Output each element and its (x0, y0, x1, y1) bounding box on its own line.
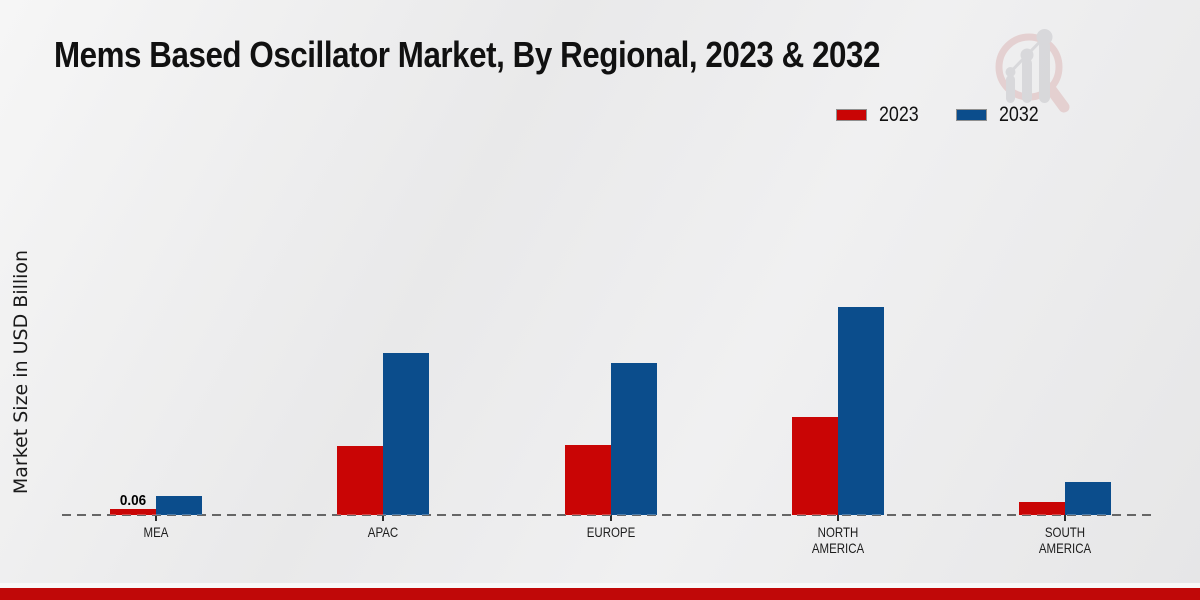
zero-baseline-dashed (62, 514, 1157, 516)
x-axis-label-mea: MEA (143, 524, 169, 540)
legend-swatch-icon (836, 109, 867, 121)
legend-label: 2023 (879, 103, 919, 126)
legend-swatch-icon (955, 109, 987, 121)
bar-2032-europe (610, 363, 657, 515)
bar-2032-north-america (837, 307, 884, 515)
bar-2023-north-america (791, 417, 838, 515)
x-axis-tick (609, 515, 612, 521)
x-axis-label-europe: EUROPE (586, 524, 635, 540)
legend-item-2023: 2023 (836, 103, 926, 127)
legend-item-2032: 2032 (955, 103, 1046, 127)
x-axis-tick (382, 515, 385, 521)
legend-label: 2032 (998, 103, 1039, 126)
bar-2032-apac (383, 353, 430, 515)
chart-title: Mems Based Oscillator Market, By Regiona… (54, 34, 881, 75)
x-axis-label-south-america: SOUTH AMERICA (1039, 524, 1092, 556)
x-axis-label-north-america: NORTH AMERICA (811, 524, 865, 556)
bar-value-label: 0.06 (119, 492, 147, 509)
x-axis-tick (155, 515, 157, 521)
footer-accent-bar (0, 588, 1200, 600)
bar-2032-south-america (1065, 482, 1112, 515)
footer-light-strip (0, 583, 1200, 588)
zero-baseline-overlay (62, 514, 1157, 516)
x-axis-tick (836, 515, 839, 521)
x-axis-tick (1064, 515, 1067, 521)
bar-2023-south-america (1019, 502, 1066, 515)
bar-2032-mea (156, 496, 202, 515)
bar-2023-apac (337, 446, 384, 515)
brand-watermark-magnifier-bar-chart-icon (995, 29, 1070, 113)
legend: 2023 2032 (836, 103, 1045, 127)
bar-2023-mea (110, 509, 156, 515)
bar-2023-europe (564, 445, 611, 515)
x-axis-label-apac: APAC (368, 524, 399, 540)
